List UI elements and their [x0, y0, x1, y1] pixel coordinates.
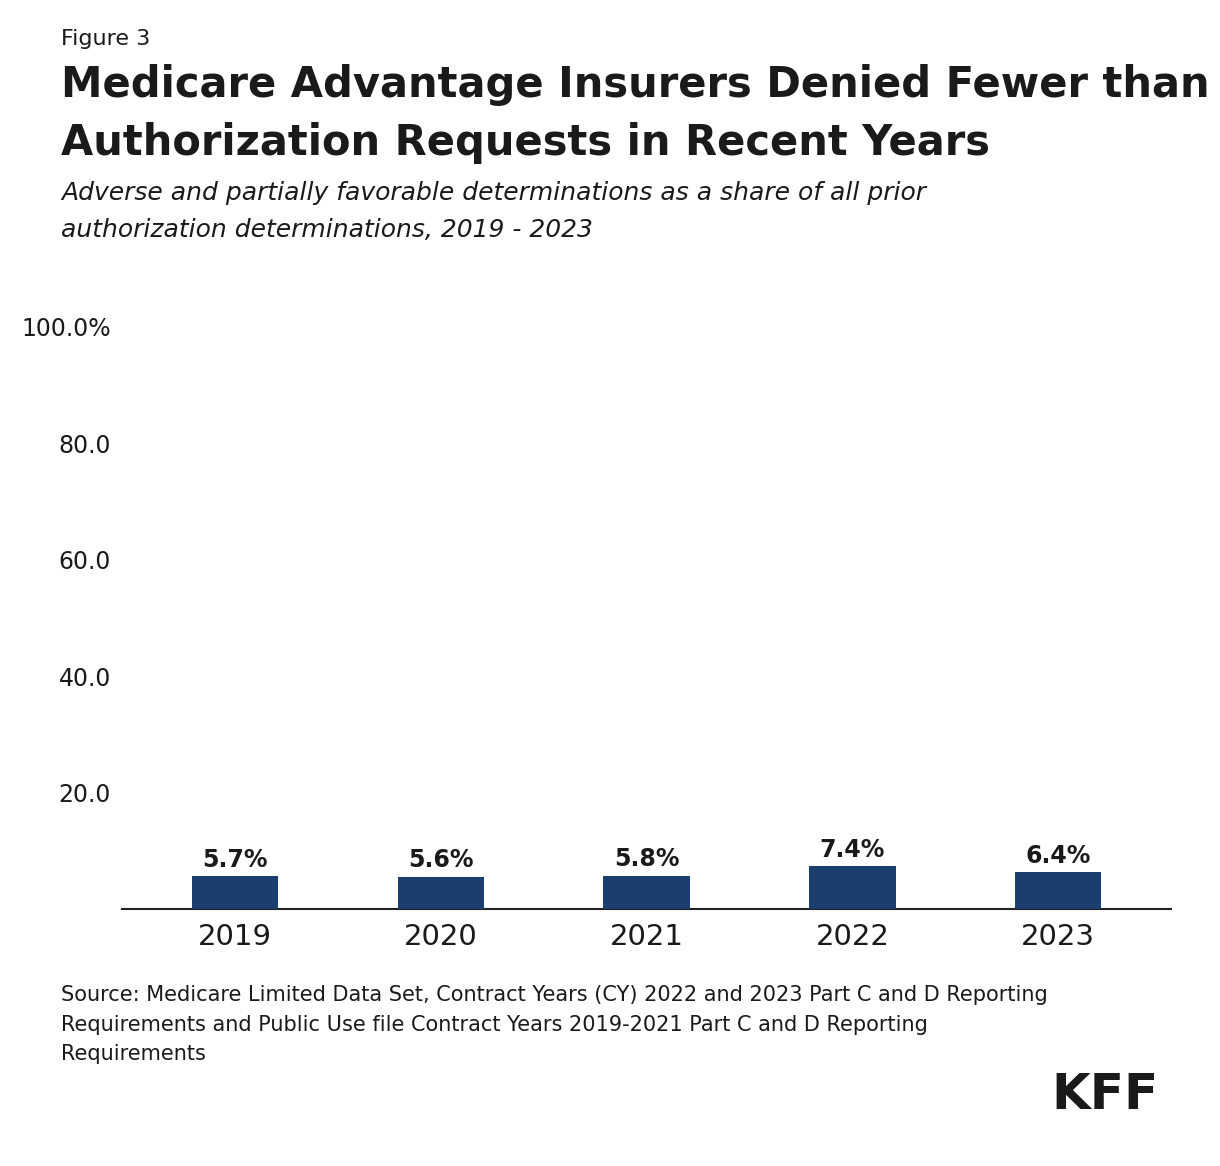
Bar	[192, 877, 278, 909]
Text: 5.7%: 5.7%	[203, 848, 268, 872]
Text: Medicare Advantage Insurers Denied Fewer than 10% of Prior: Medicare Advantage Insurers Denied Fewer…	[61, 64, 1220, 106]
Text: Figure 3: Figure 3	[61, 29, 150, 49]
Text: authorization determinations, 2019 - 2023: authorization determinations, 2019 - 202…	[61, 218, 593, 243]
Bar	[604, 876, 689, 909]
Text: 6.4%: 6.4%	[1025, 843, 1091, 868]
Text: 5.6%: 5.6%	[409, 848, 473, 872]
Text: Source: Medicare Limited Data Set, Contract Years (CY) 2022 and 2023 Part C and : Source: Medicare Limited Data Set, Contr…	[61, 985, 1048, 1065]
Bar	[398, 877, 484, 909]
Text: KFF: KFF	[1052, 1072, 1159, 1119]
Text: Adverse and partially favorable determinations as a share of all prior: Adverse and partially favorable determin…	[61, 181, 926, 205]
Text: 5.8%: 5.8%	[614, 847, 680, 871]
Text: Authorization Requests in Recent Years: Authorization Requests in Recent Years	[61, 122, 989, 164]
Bar	[1015, 872, 1102, 909]
Text: 7.4%: 7.4%	[820, 837, 884, 862]
Bar	[809, 866, 895, 909]
